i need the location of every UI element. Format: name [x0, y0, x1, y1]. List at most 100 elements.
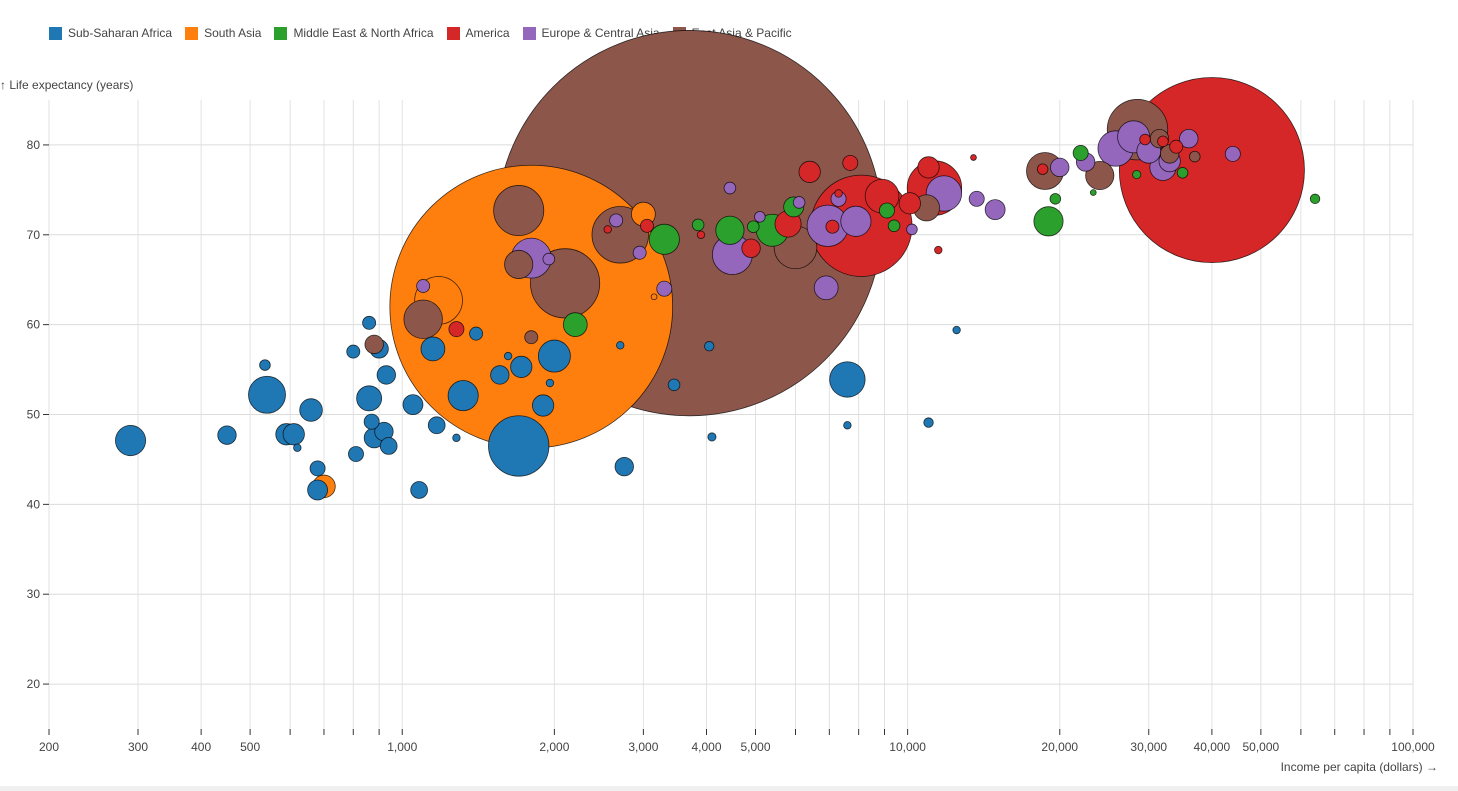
bubble-sub-saharan-africa — [420, 336, 446, 362]
bubble-europe-central-asia — [792, 196, 806, 209]
x-tick-label: 20,000 — [1041, 740, 1078, 754]
bubble-sub-saharan-africa — [309, 460, 326, 477]
legend-label: America — [465, 26, 510, 40]
legend-swatch — [446, 26, 460, 40]
bubble-sub-saharan-africa — [259, 359, 271, 371]
bubble-sub-saharan-africa — [427, 416, 446, 435]
bubble-sub-saharan-africa — [402, 394, 424, 416]
bubble-sub-saharan-africa — [616, 341, 625, 350]
y-tick-label: 60 — [27, 318, 41, 332]
legend-item-america[interactable]: America — [446, 26, 510, 40]
y-tick-label: 50 — [27, 408, 41, 422]
y-axis-title: ↑ Life expectancy (years) — [0, 78, 133, 92]
bubble-america — [741, 238, 761, 258]
bubble-sub-saharan-africa — [217, 425, 237, 445]
bubble-east-asia-pacific — [493, 185, 545, 236]
x-tick-label: 1,000 — [387, 740, 417, 754]
bubble-sub-saharan-africa — [667, 378, 681, 392]
bubble-sub-saharan-africa — [952, 325, 961, 335]
bubble-america — [1139, 133, 1151, 146]
bubble-south-asia — [650, 293, 658, 301]
x-tick-label: 3,000 — [628, 740, 658, 754]
bubble-europe-central-asia — [1224, 145, 1241, 162]
bubble-europe-central-asia — [723, 181, 737, 195]
bubble-sub-saharan-africa — [376, 365, 396, 385]
bubble-east-asia-pacific — [524, 330, 539, 345]
legend-item-middle-east-north-africa[interactable]: Middle East & North Africa — [274, 26, 434, 40]
bubble-sub-saharan-africa — [293, 443, 302, 452]
bubble-middle-east-north-africa — [1072, 145, 1089, 161]
bubble-sub-saharan-africa — [115, 425, 147, 457]
bubble-america — [970, 154, 977, 161]
legend-item-south-asia[interactable]: South Asia — [185, 26, 261, 40]
bubble-sub-saharan-africa — [346, 344, 361, 359]
legend-item-europe-central-asia[interactable]: Europe & Central Asia — [522, 26, 660, 40]
bubble-middle-east-north-africa — [715, 215, 745, 245]
legend-item-sub-saharan-africa[interactable]: Sub-Saharan Africa — [49, 26, 172, 40]
bubble-middle-east-north-africa — [1033, 206, 1064, 237]
bubble-america — [640, 218, 654, 233]
bubble-europe-central-asia — [632, 245, 647, 260]
bubble-europe-central-asia — [968, 190, 985, 207]
bubble-east-asia-pacific — [1189, 150, 1201, 163]
bubble-sub-saharan-africa — [379, 437, 398, 455]
bubble-america — [603, 225, 612, 234]
bubble-sub-saharan-africa — [707, 432, 717, 442]
bubble-sub-saharan-africa — [447, 380, 479, 412]
x-tick-label: 2,000 — [539, 740, 569, 754]
bubble-sub-saharan-africa — [248, 375, 286, 414]
bubble-sub-saharan-africa — [299, 398, 323, 422]
bubble-sub-saharan-africa — [923, 417, 934, 428]
x-tick-label: 40,000 — [1194, 740, 1231, 754]
bubble-sub-saharan-africa — [452, 433, 461, 443]
x-tick-label: 300 — [128, 740, 148, 754]
bubble-middle-east-north-africa — [1089, 189, 1097, 196]
bubble-sub-saharan-africa — [348, 446, 364, 462]
bubble-america — [825, 219, 840, 234]
y-tick-label: 40 — [27, 497, 41, 511]
bubble-america — [798, 160, 821, 183]
bubble-sub-saharan-africa — [488, 415, 550, 477]
bubble-america — [696, 230, 706, 239]
bubble-middle-east-north-africa — [1132, 170, 1142, 180]
bubble-america — [1036, 163, 1049, 175]
y-tick-label: 70 — [27, 228, 41, 242]
bubble-east-asia-pacific — [364, 334, 384, 355]
bubble-europe-central-asia — [542, 252, 556, 266]
x-tick-label: 5,000 — [740, 740, 770, 754]
bubble-middle-east-north-africa — [1176, 167, 1189, 179]
bubble-america — [448, 321, 465, 338]
y-tick-label: 80 — [27, 138, 41, 152]
x-tick-label: 10,000 — [889, 740, 926, 754]
legend-swatch — [522, 26, 536, 40]
x-tick-label: 200 — [39, 740, 59, 754]
bubble-east-asia-pacific — [504, 249, 534, 279]
bubble-sub-saharan-africa — [503, 351, 513, 361]
bubble-america — [1169, 139, 1184, 154]
bubble-europe-central-asia — [1050, 157, 1070, 178]
legend: Sub-Saharan Africa South Asia Middle East … — [49, 24, 805, 42]
bubble-sub-saharan-africa — [614, 456, 634, 477]
bubble-sub-saharan-africa — [282, 423, 305, 446]
bubble-europe-central-asia — [656, 280, 673, 297]
bubble-sub-saharan-africa — [704, 341, 715, 352]
bubble-sub-saharan-africa — [307, 479, 328, 501]
x-axis-title: Income per capita (dollars) → — [1281, 760, 1438, 774]
x-tick-label: 4,000 — [691, 740, 721, 754]
bubble-europe-central-asia — [754, 211, 766, 223]
legend-swatch — [49, 26, 62, 40]
bubble-middle-east-north-africa — [747, 220, 760, 233]
bubble-america — [842, 154, 859, 171]
bubble-europe-central-asia — [416, 279, 431, 293]
x-tick-label: 500 — [240, 740, 260, 754]
bubble-middle-east-north-africa — [878, 202, 895, 219]
bubble-europe-central-asia — [984, 199, 1006, 221]
bubble-middle-east-north-africa — [648, 223, 680, 255]
x-tick-label: 400 — [191, 740, 211, 754]
bubble-sub-saharan-africa — [843, 421, 852, 430]
x-tick-label: 100,000 — [1391, 740, 1435, 754]
bubble-europe-central-asia — [840, 205, 872, 237]
bubble-sub-saharan-africa — [469, 326, 484, 341]
x-tick-label: 50,000 — [1243, 740, 1280, 754]
